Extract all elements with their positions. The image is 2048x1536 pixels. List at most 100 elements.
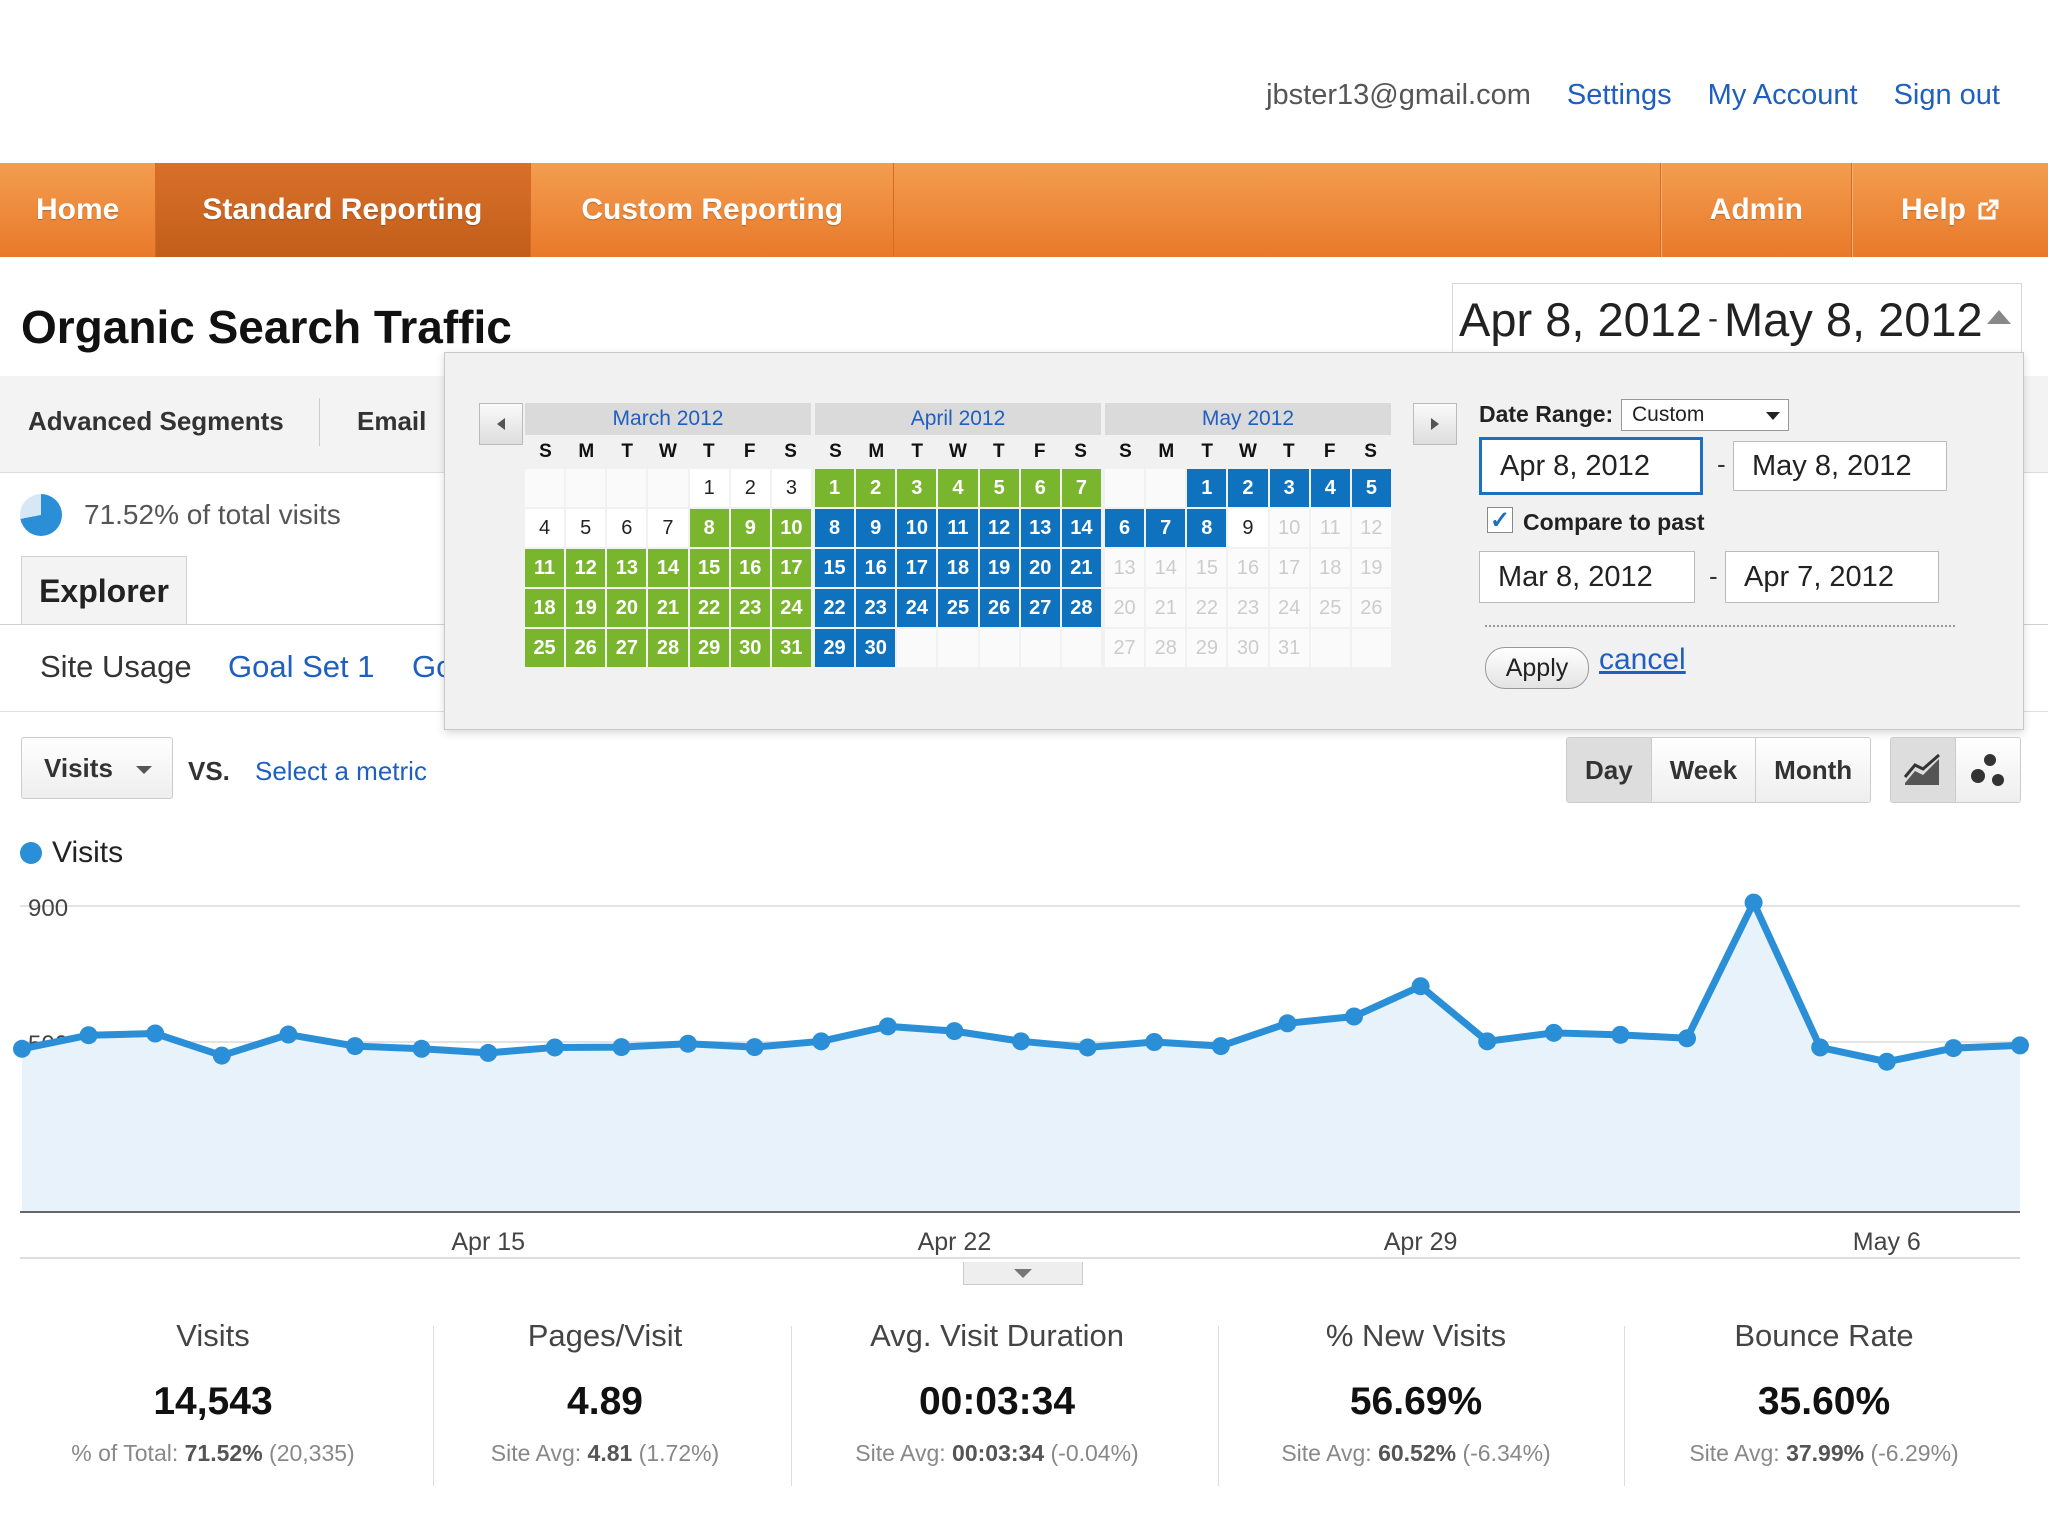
calendar-day[interactable]: 21	[1061, 549, 1101, 587]
nav-help[interactable]: Help	[1851, 163, 2048, 257]
nav-admin[interactable]: Admin	[1660, 163, 1852, 257]
compare-checkbox[interactable]: ✓	[1487, 507, 1513, 534]
calendar-day[interactable]: 28	[1146, 629, 1186, 667]
date-range-button[interactable]: Apr 8, 2012 - May 8, 2012	[1452, 283, 2022, 354]
data-point[interactable]	[1544, 1023, 1563, 1042]
calendar-day[interactable]: 13	[607, 549, 647, 587]
calendar-day[interactable]: 15	[815, 549, 855, 587]
start-date-input[interactable]: Apr 8, 2012	[1479, 437, 1703, 495]
granularity-day[interactable]: Day	[1567, 738, 1651, 802]
calendar-day[interactable]: 1	[815, 469, 855, 507]
calendar-day[interactable]: 9	[730, 509, 770, 547]
calendar-day[interactable]: 3	[1269, 469, 1309, 507]
data-point[interactable]	[2011, 1036, 2029, 1055]
data-point[interactable]	[745, 1038, 764, 1057]
calendar-day[interactable]: 18	[938, 549, 978, 587]
calendar-day[interactable]: 12	[1351, 509, 1391, 547]
calendar-day[interactable]: 14	[1146, 549, 1186, 587]
calendar-day[interactable]: 11	[525, 549, 565, 587]
calendar-day[interactable]: 18	[1310, 549, 1350, 587]
calendar-day[interactable]: 26	[566, 629, 606, 667]
calendar-day[interactable]: 1	[1187, 469, 1227, 507]
data-point[interactable]	[1345, 1007, 1363, 1026]
sign-out-link[interactable]: Sign out	[1893, 78, 2000, 111]
data-point[interactable]	[1211, 1037, 1230, 1056]
calendar-day[interactable]: 10	[771, 509, 811, 547]
calendar-day[interactable]: 17	[1269, 549, 1309, 587]
calendar-day[interactable]: 29	[815, 629, 855, 667]
calendar-day[interactable]: 5	[566, 509, 606, 547]
data-point[interactable]	[945, 1022, 964, 1041]
calendar-day[interactable]: 13	[1020, 509, 1060, 547]
calendar-day[interactable]: 29	[1187, 629, 1227, 667]
calendar-day[interactable]: 4	[525, 509, 565, 547]
data-point[interactable]	[679, 1034, 697, 1053]
calendar-day[interactable]: 27	[1020, 589, 1060, 627]
compare-end-input[interactable]: Apr 7, 2012	[1725, 551, 1939, 603]
data-point[interactable]	[1411, 977, 1430, 996]
email-button[interactable]: Email	[357, 406, 427, 436]
granularity-month[interactable]: Month	[1755, 738, 1871, 802]
calendar-day[interactable]: 13	[1105, 549, 1145, 587]
calendar-day[interactable]: 16	[730, 549, 770, 587]
calendar-day[interactable]: 26	[979, 589, 1019, 627]
granularity-week[interactable]: Week	[1650, 738, 1756, 802]
data-point[interactable]	[346, 1037, 364, 1056]
calendar-day[interactable]: 12	[979, 509, 1019, 547]
calendar-day[interactable]: 25	[525, 629, 565, 667]
calendar-day[interactable]: 29	[689, 629, 729, 667]
calendar-day[interactable]: 30	[856, 629, 896, 667]
calendar-day[interactable]: 19	[566, 589, 606, 627]
calendar-day[interactable]: 8	[689, 509, 729, 547]
calendar-day[interactable]: 7	[648, 509, 688, 547]
calendar-day[interactable]: 17	[771, 549, 811, 587]
nav-standard-reporting[interactable]: Standard Reporting	[156, 163, 532, 257]
data-point[interactable]	[1478, 1032, 1497, 1051]
calendar-day[interactable]: 3	[897, 469, 937, 507]
data-point[interactable]	[1744, 893, 1763, 912]
calendar-day[interactable]: 24	[897, 589, 937, 627]
calendar-day[interactable]: 23	[730, 589, 770, 627]
calendar-day[interactable]: 27	[1105, 629, 1145, 667]
calendar-day[interactable]: 6	[1020, 469, 1060, 507]
calendar-day[interactable]: 5	[979, 469, 1019, 507]
data-point[interactable]	[1944, 1039, 1963, 1058]
calendar-day[interactable]: 7	[1061, 469, 1101, 507]
calendar-day[interactable]: 28	[648, 629, 688, 667]
data-point[interactable]	[1145, 1033, 1164, 1051]
data-point[interactable]	[1278, 1014, 1297, 1033]
calendar-day[interactable]: 2	[730, 469, 770, 507]
calendar-day[interactable]: 23	[856, 589, 896, 627]
data-point[interactable]	[1611, 1025, 1630, 1044]
cancel-link[interactable]: cancel	[1599, 643, 1686, 676]
calendar-day[interactable]: 20	[607, 589, 647, 627]
calendar-day[interactable]: 14	[1061, 509, 1101, 547]
calendar-day[interactable]: 11	[938, 509, 978, 547]
calendar-day[interactable]: 22	[1187, 589, 1227, 627]
data-point[interactable]	[878, 1017, 897, 1036]
calendar-day[interactable]: 30	[1228, 629, 1268, 667]
compare-start-input[interactable]: Mar 8, 2012	[1479, 551, 1695, 603]
end-date-input[interactable]: May 8, 2012	[1733, 441, 1947, 491]
calendar-day[interactable]: 30	[730, 629, 770, 667]
subtab-site-usage[interactable]: Site Usage	[40, 649, 192, 684]
calendar-day[interactable]: 2	[856, 469, 896, 507]
data-point[interactable]	[479, 1043, 498, 1062]
calendar-day[interactable]: 9	[856, 509, 896, 547]
calendar-day[interactable]: 21	[1146, 589, 1186, 627]
calendar-day[interactable]: 5	[1351, 469, 1391, 507]
settings-link[interactable]: Settings	[1566, 78, 1672, 111]
next-month-button[interactable]	[1413, 403, 1457, 445]
calendar-day[interactable]: 24	[1269, 589, 1309, 627]
data-point[interactable]	[545, 1038, 564, 1057]
calendar-day[interactable]: 19	[1351, 549, 1391, 587]
calendar-day[interactable]: 26	[1351, 589, 1391, 627]
calendar-day[interactable]: 11	[1310, 509, 1350, 547]
calendar-day[interactable]: 21	[648, 589, 688, 627]
data-point[interactable]	[612, 1038, 631, 1057]
calendar-day[interactable]: 1	[689, 469, 729, 507]
calendar-day[interactable]: 15	[1187, 549, 1227, 587]
data-point[interactable]	[146, 1024, 165, 1043]
advanced-segments-button[interactable]: Advanced Segments	[28, 406, 284, 436]
data-point[interactable]	[1678, 1029, 1696, 1048]
